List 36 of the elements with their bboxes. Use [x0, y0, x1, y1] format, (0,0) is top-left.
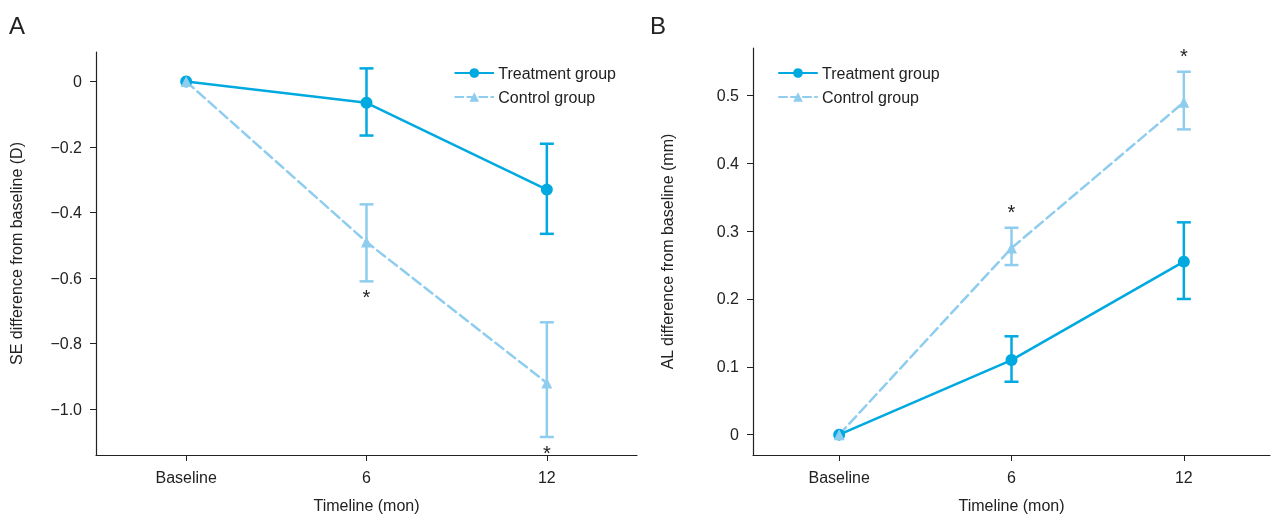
- point: [360, 96, 373, 109]
- point: [1177, 255, 1190, 268]
- y-tick-label: 0.4: [716, 154, 740, 172]
- y-tick-label: −1.0: [50, 400, 83, 418]
- y-tick-label: −0.4: [50, 204, 83, 222]
- x-tick-label: 12: [537, 468, 556, 486]
- annotation: *: [362, 286, 371, 309]
- y-tick-label: −0.2: [50, 138, 83, 156]
- y-axis-title: SE difference from baseline (D): [7, 142, 25, 365]
- x-tick-label: Baseline: [155, 468, 217, 486]
- legend-label: Control group: [498, 88, 596, 106]
- point: [1005, 354, 1018, 367]
- annotation: *: [1179, 44, 1188, 67]
- y-tick-label: 0.3: [716, 222, 740, 240]
- y-tick-label: 0: [730, 426, 740, 444]
- x-tick-label: 6: [1007, 468, 1017, 486]
- y-axis-title: AL difference from baseline (mm): [658, 133, 676, 370]
- y-tick-label: −0.8: [50, 335, 83, 353]
- legend-label: Control group: [822, 88, 920, 106]
- y-tick-label: 0.5: [716, 86, 740, 104]
- x-axis-title: Timeline (mon): [958, 496, 1065, 514]
- y-tick-label: −0.6: [50, 269, 83, 287]
- x-tick-label: 12: [1174, 468, 1193, 486]
- legend-label: Treatment group: [498, 64, 617, 82]
- y-tick-label: 0: [73, 72, 83, 90]
- y-tick-label: 0.1: [716, 358, 740, 376]
- point: [540, 183, 553, 196]
- x-tick-label: 6: [362, 468, 372, 486]
- x-axis-title: Timeline (mon): [313, 496, 420, 514]
- x-tick-label: Baseline: [808, 468, 870, 486]
- chart-title: A: [9, 11, 26, 39]
- y-tick-label: 0.2: [716, 290, 740, 308]
- legend-label: Treatment group: [822, 64, 940, 82]
- annotation: *: [1007, 200, 1016, 223]
- annotation: *: [542, 441, 551, 464]
- chart-title: B: [650, 11, 667, 39]
